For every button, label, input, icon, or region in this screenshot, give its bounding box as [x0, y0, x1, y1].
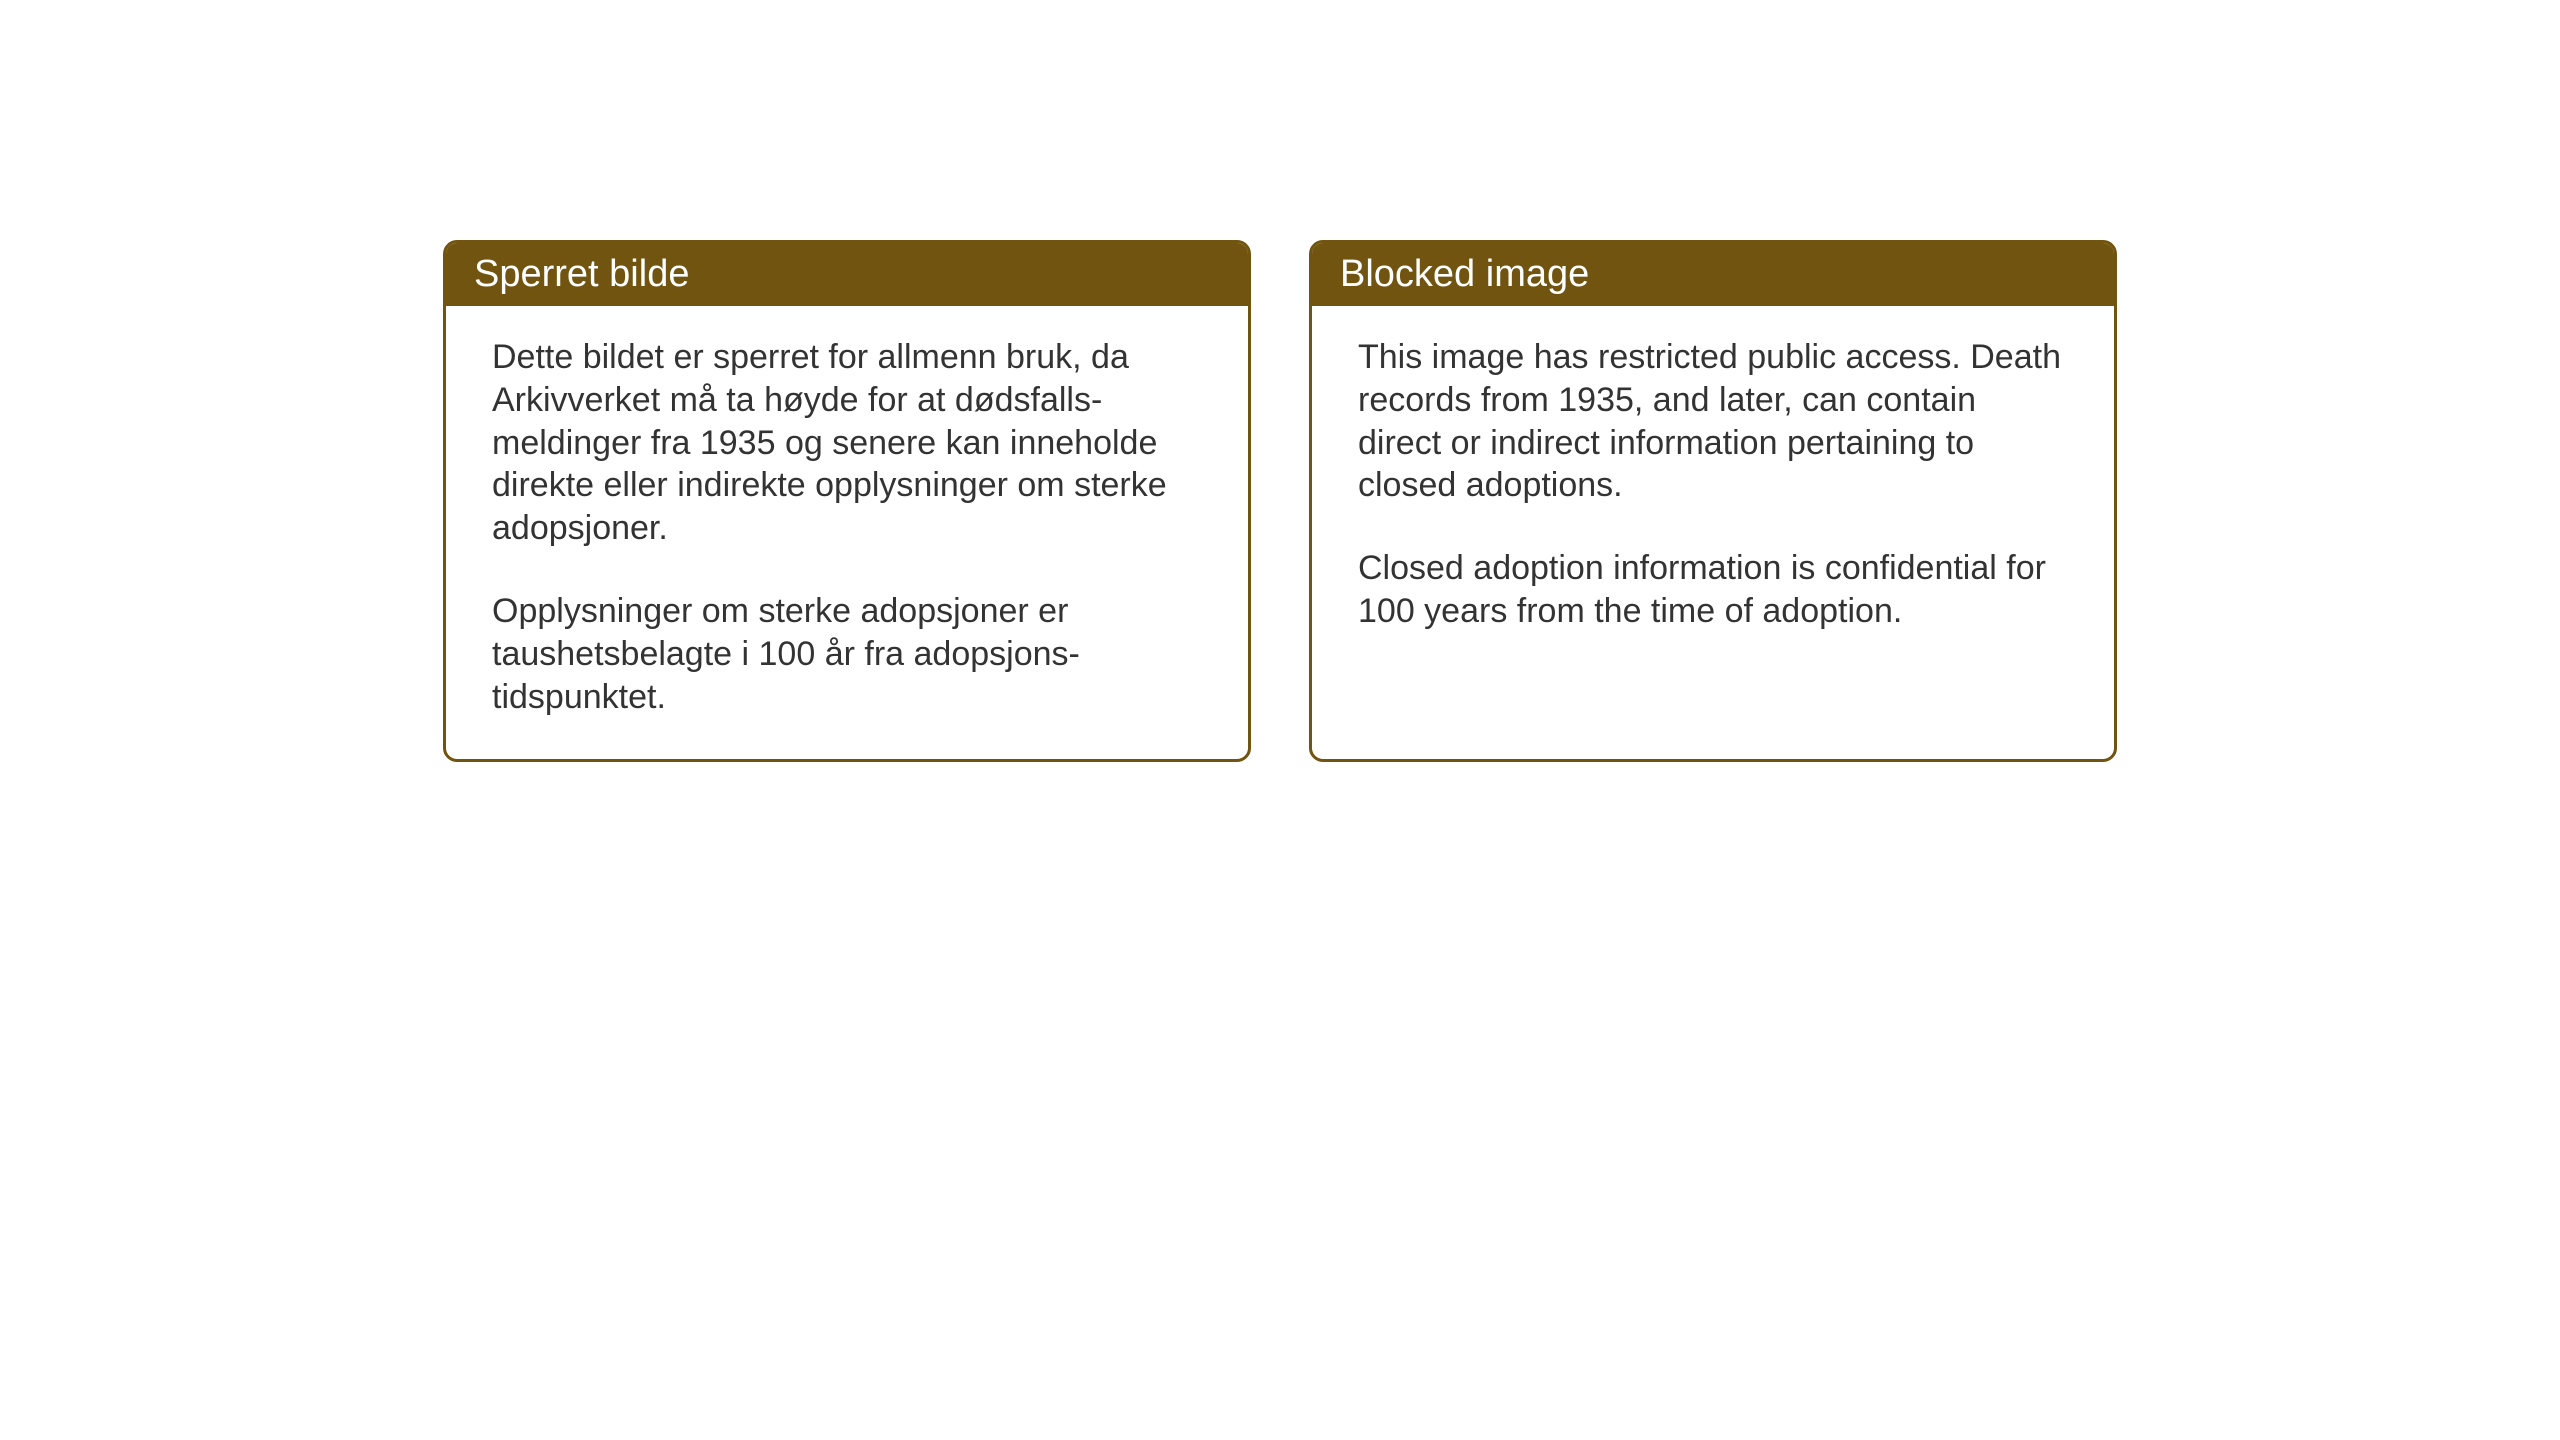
- norwegian-card-header: Sperret bilde: [446, 243, 1248, 306]
- english-card-title: Blocked image: [1340, 253, 1589, 295]
- english-card-header: Blocked image: [1312, 243, 2114, 306]
- norwegian-card-title: Sperret bilde: [474, 253, 689, 295]
- english-paragraph-1: This image has restricted public access.…: [1358, 336, 2068, 507]
- cards-container: Sperret bilde Dette bildet er sperret fo…: [443, 240, 2117, 762]
- norwegian-paragraph-2: Opplysninger om sterke adopsjoner er tau…: [492, 590, 1202, 718]
- norwegian-card: Sperret bilde Dette bildet er sperret fo…: [443, 240, 1251, 762]
- norwegian-card-body: Dette bildet er sperret for allmenn bruk…: [446, 306, 1248, 759]
- english-card-body: This image has restricted public access.…: [1312, 306, 2114, 673]
- norwegian-paragraph-1: Dette bildet er sperret for allmenn bruk…: [492, 336, 1202, 550]
- english-card: Blocked image This image has restricted …: [1309, 240, 2117, 762]
- english-paragraph-2: Closed adoption information is confident…: [1358, 547, 2068, 633]
